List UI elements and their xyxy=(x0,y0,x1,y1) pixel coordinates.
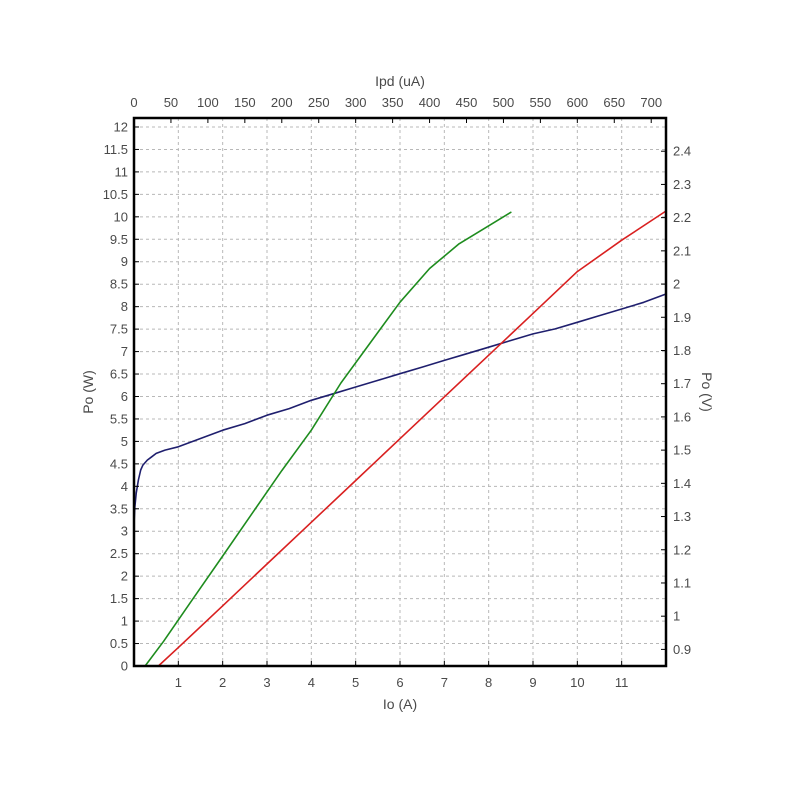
series-line-3 xyxy=(144,211,512,667)
top-tick-label: 500 xyxy=(493,95,515,110)
y-tick-label: 3 xyxy=(121,524,128,539)
y-tick-label: 10 xyxy=(114,209,128,224)
y-tick-label: 2 xyxy=(121,569,128,584)
plot-frame xyxy=(132,116,668,668)
x-tick-label: 4 xyxy=(308,675,315,690)
x-tick-label: 10 xyxy=(570,675,584,690)
y-tick-label: 9 xyxy=(121,254,128,269)
y-tick-label: 1.5 xyxy=(110,591,128,606)
grid xyxy=(134,118,666,666)
top-tick-label: 100 xyxy=(197,95,219,110)
y2-tick-label: 1.7 xyxy=(673,376,691,391)
tick-labels: 1 2 3 4 5 6 7 8 9 10 110 50 100 150 200 250 300 350 400 450… xyxy=(103,95,691,690)
y-tick-label: 5 xyxy=(121,434,128,449)
ticks xyxy=(133,118,666,667)
right-axis-title: Po (V) xyxy=(699,372,715,412)
y-tick-label: 10.5 xyxy=(103,187,128,202)
y2-tick-label: 1.2 xyxy=(673,542,691,557)
series-line-1 xyxy=(133,293,667,524)
y2-tick-label: 1.1 xyxy=(673,575,691,590)
x-tick-label: 7 xyxy=(441,675,448,690)
x-tick-label: 9 xyxy=(529,675,536,690)
y2-tick-label: 2.2 xyxy=(673,210,691,225)
series-line-2 xyxy=(157,210,667,667)
x-tick-label: 6 xyxy=(396,675,403,690)
y-tick-label: 7.5 xyxy=(110,322,128,337)
y-tick-label: 7 xyxy=(121,344,128,359)
x-tick-label: 2 xyxy=(219,675,226,690)
y2-tick-label: 0.9 xyxy=(673,642,691,657)
top-axis-title: Ipd (uA) xyxy=(375,73,425,89)
y-tick-label: 6 xyxy=(121,389,128,404)
y2-tick-label: 1 xyxy=(673,609,680,624)
top-tick-label: 50 xyxy=(164,95,178,110)
x-tick-label: 1 xyxy=(175,675,182,690)
y-tick-label: 8.5 xyxy=(110,277,128,292)
y-tick-label: 0.5 xyxy=(110,636,128,651)
x-tick-label: 5 xyxy=(352,675,359,690)
y-tick-label: 2.5 xyxy=(110,546,128,561)
y-tick-label: 11.5 xyxy=(104,142,128,157)
y-tick-label: 4.5 xyxy=(110,456,128,471)
y-tick-label: 8 xyxy=(121,299,128,314)
top-tick-label: 650 xyxy=(603,95,625,110)
top-tick-label: 600 xyxy=(566,95,588,110)
y-axis-title: Po (W) xyxy=(80,370,96,414)
y2-tick-label: 1.8 xyxy=(673,343,691,358)
top-tick-label: 150 xyxy=(234,95,256,110)
y-tick-label: 1 xyxy=(121,614,128,629)
y2-tick-label: 2.1 xyxy=(673,243,691,258)
y-tick-label: 3.5 xyxy=(110,501,128,516)
y2-tick-label: 2 xyxy=(673,277,680,292)
y2-tick-label: 2.3 xyxy=(673,177,691,192)
x-axis-title: Io (A) xyxy=(383,696,417,712)
top-tick-label: 200 xyxy=(271,95,293,110)
y-tick-label: 0 xyxy=(121,659,128,674)
y2-tick-label: 1.6 xyxy=(673,409,691,424)
top-tick-label: 0 xyxy=(130,95,137,110)
top-tick-label: 550 xyxy=(530,95,552,110)
y2-tick-label: 2.4 xyxy=(673,144,691,159)
y2-tick-label: 1.9 xyxy=(673,310,691,325)
y-tick-label: 9.5 xyxy=(110,232,128,247)
y-tick-label: 5.5 xyxy=(110,411,128,426)
top-tick-label: 700 xyxy=(640,95,662,110)
top-tick-label: 450 xyxy=(456,95,478,110)
top-tick-label: 350 xyxy=(382,95,404,110)
series-layer xyxy=(133,210,667,667)
y-tick-label: 4 xyxy=(121,479,128,494)
x-tick-label: 8 xyxy=(485,675,492,690)
y-tick-label: 6.5 xyxy=(110,367,128,382)
x-tick-label: 3 xyxy=(263,675,270,690)
y2-tick-label: 1.5 xyxy=(673,443,691,458)
top-tick-label: 250 xyxy=(308,95,330,110)
x-tick-label: 11 xyxy=(615,675,629,690)
y-tick-label: 12 xyxy=(114,119,128,134)
y2-tick-label: 1.4 xyxy=(673,476,691,491)
top-tick-label: 300 xyxy=(345,95,367,110)
top-tick-label: 400 xyxy=(419,95,441,110)
y2-tick-label: 1.3 xyxy=(673,509,691,524)
y-tick-label: 11 xyxy=(115,164,129,179)
